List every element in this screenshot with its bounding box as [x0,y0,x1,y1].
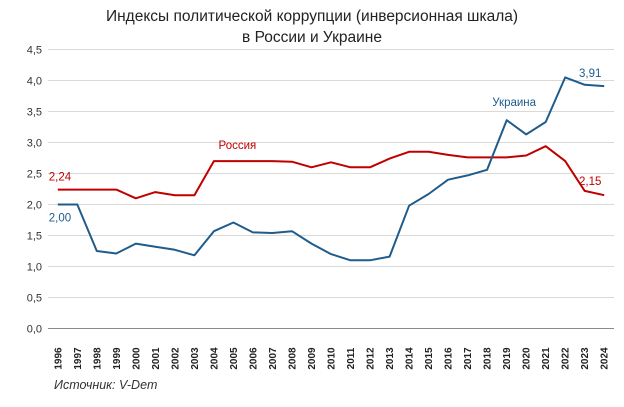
last-value-label-russia: 2,15 [579,176,601,188]
x-tick-label: 2002 [170,347,181,370]
x-tick-label: 2023 [580,347,591,370]
x-tick-label: 1998 [92,347,103,370]
x-tick-label: 2019 [502,347,513,370]
source-note: Источник: V-Dem [54,378,158,392]
series-line-russia [57,145,605,200]
x-tick-label: 1997 [73,347,84,370]
x-tick-label: 2004 [209,347,220,370]
first-value-label-russia: 2,24 [49,172,72,184]
grid-lines [48,49,614,329]
x-tick-label: 2017 [463,347,474,370]
y-axis-tick-labels: 0,0 0,5 1,0 1,5 2,0 2,5 3,0 3,5 4,0 4,5 [27,45,42,336]
y-tick-label: 0,0 [27,324,42,336]
y-tick-label: 3,5 [27,107,42,119]
x-tick-label: 2024 [600,347,611,370]
x-tick-label: 2005 [229,347,240,370]
y-tick-label: 4,5 [27,45,42,57]
x-tick-label: 1999 [112,347,123,370]
y-tick-label: 1,0 [27,262,42,274]
data-labels: Россия 2,24 2,15 Украина 2,00 3,91 [49,68,602,224]
x-axis-tick-labels: 1996 1997 1998 1999 2000 2001 2002 2003 2004 2005… [53,347,610,370]
x-tick-label: 2008 [287,347,298,370]
y-tick-label: 4,0 [27,76,42,88]
series-name-label-ukraine: Украина [492,97,536,109]
x-tick-label: 2020 [522,347,533,370]
series-lines [57,76,605,262]
x-tick-label: 2018 [483,347,494,370]
last-value-label-ukraine: 3,91 [579,68,601,80]
y-tick-label: 3,0 [27,138,42,150]
first-value-label-ukraine: 2,00 [49,213,71,225]
y-tick-label: 0,5 [27,293,42,305]
chart-title-line-1: Индексы политической коррупции (инверсио… [105,8,519,25]
x-tick-label: 2012 [366,347,377,370]
x-tick-label: 2013 [385,347,396,370]
x-tick-label: 2014 [405,347,416,370]
x-tick-label: 2000 [131,347,142,370]
y-tick-label: 2,0 [27,200,42,212]
x-tick-label: 2022 [561,347,572,370]
y-tick-label: 2,5 [27,169,42,181]
x-tick-label: 2001 [151,347,162,370]
x-tick-label: 2021 [541,347,552,370]
chart-title-line-2: в России и Украине [242,29,382,46]
x-tick-label: 2009 [307,347,318,370]
x-tick-label: 1996 [53,347,64,370]
x-tick-label: 2016 [444,347,455,370]
y-tick-label: 1,5 [27,231,42,243]
x-tick-label: 2015 [424,347,435,370]
x-tick-label: 2011 [346,347,357,369]
x-tick-label: 2010 [327,347,338,370]
series-name-label-russia: Россия [219,140,257,152]
x-tick-label: 2007 [268,347,279,370]
x-tick-label: 2003 [190,347,201,370]
chart-title: Индексы политической коррупции (инверсио… [0,6,624,48]
x-tick-label: 2006 [248,347,259,370]
